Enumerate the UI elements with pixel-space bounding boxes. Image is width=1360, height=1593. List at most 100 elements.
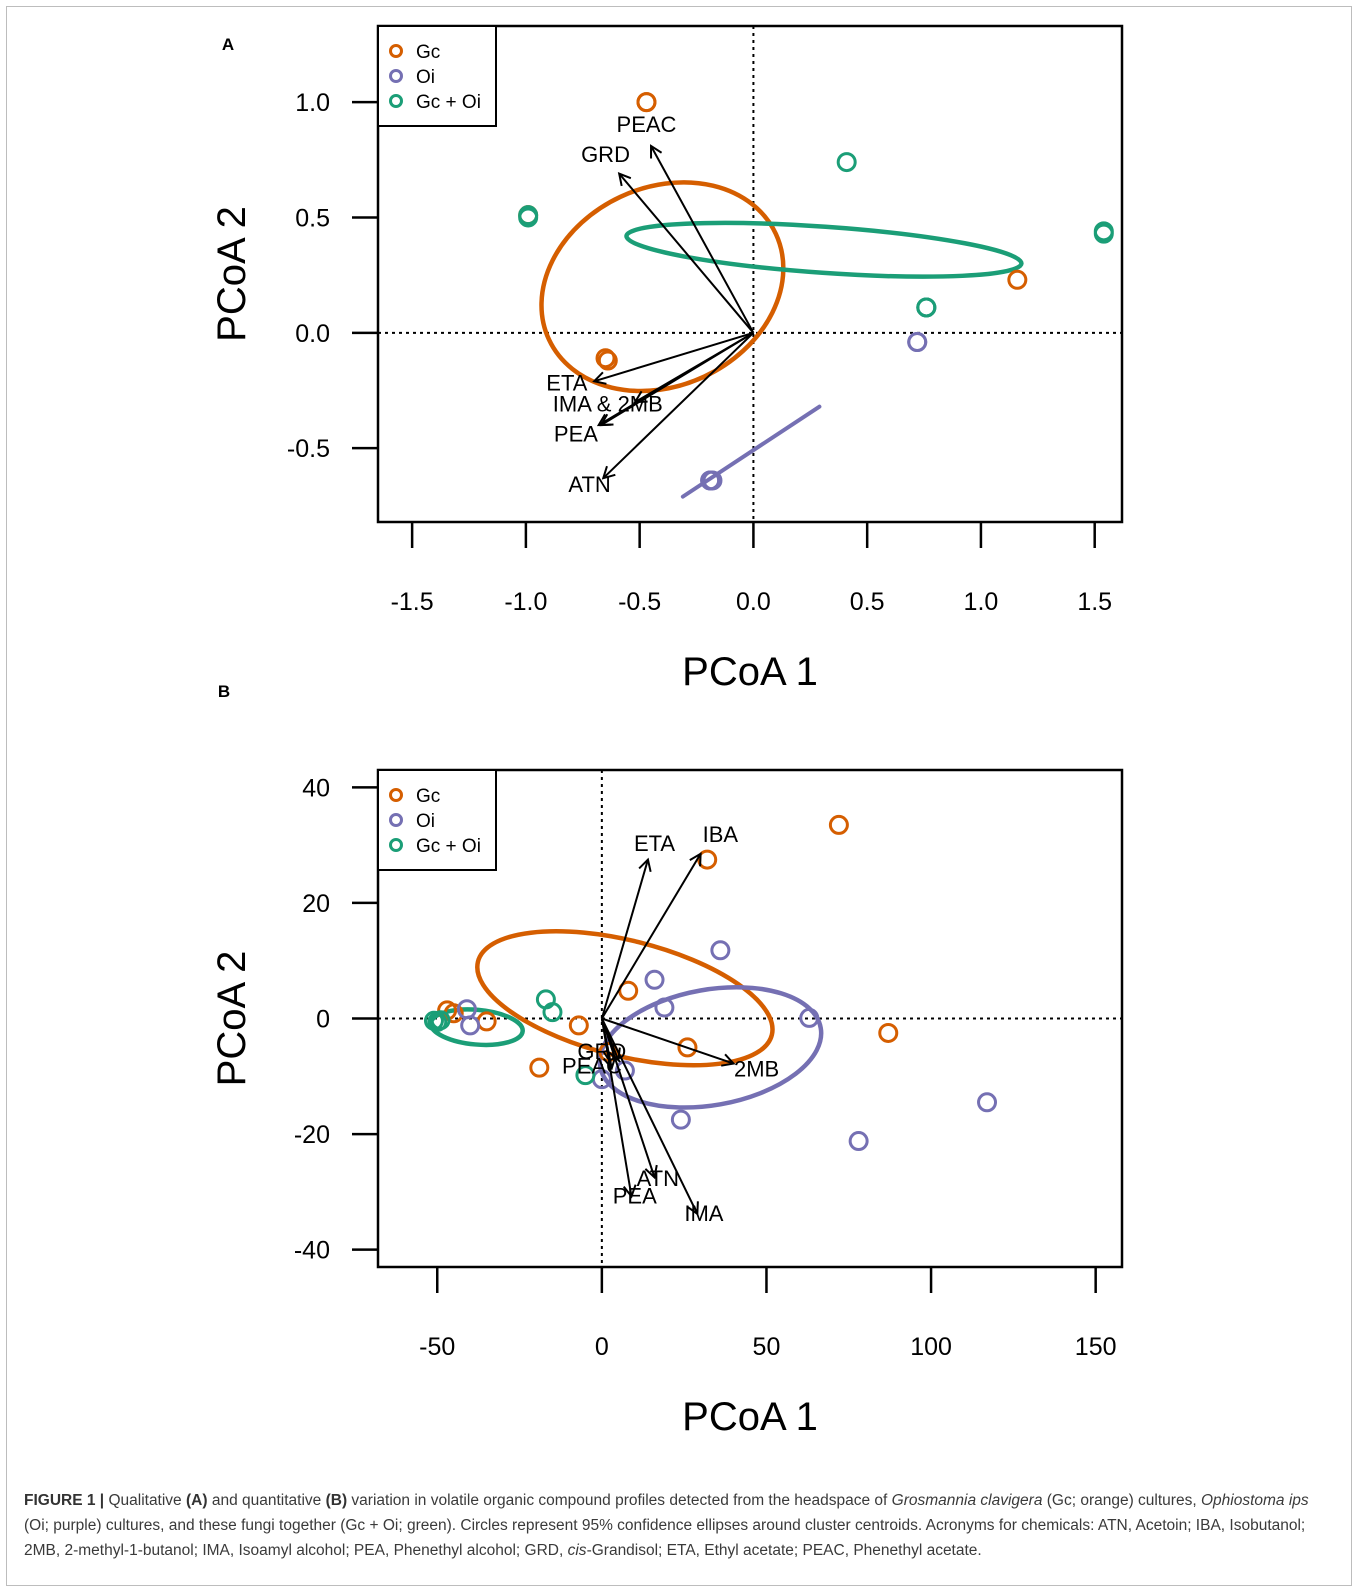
vector-label: IBA [703, 822, 739, 847]
caption-gc-species: Grosmannia clavigera [891, 1492, 1043, 1509]
x-tick-label: 100 [910, 1333, 952, 1361]
confidence-ellipse [597, 985, 824, 1110]
legend-marker [389, 838, 403, 852]
vector-label: PEAC [562, 1053, 622, 1078]
vector-label: GRD [581, 142, 630, 167]
vector-label: ATN [637, 1166, 679, 1191]
legend-label: Gc + Oi [416, 92, 481, 113]
legend-box [377, 25, 497, 127]
data-point [670, 1109, 691, 1130]
confidence-ellipse [428, 1007, 525, 1048]
data-point [476, 1011, 497, 1032]
x-tick-label: -0.5 [618, 588, 661, 616]
data-point [700, 470, 721, 491]
figure-caption: FIGURE 1 | Qualitative (A) and quantitat… [24, 1488, 1336, 1563]
y-axis-label: PCoA 2 [210, 206, 254, 342]
data-point [597, 350, 618, 371]
legend-marker [389, 44, 403, 58]
data-point [575, 1065, 596, 1086]
data-point [907, 332, 928, 353]
data-point [799, 1007, 820, 1028]
vector-label: PEAC [617, 112, 677, 137]
loading-vector [600, 1018, 632, 1197]
caption-figure-label: FIGURE 1 | [24, 1492, 105, 1509]
y-axis-label: PCoA 2 [210, 951, 254, 1087]
data-point [1093, 223, 1114, 244]
loading-vector [619, 174, 755, 334]
y-tick-label: 0.5 [295, 204, 330, 232]
y-tick-label: -0.5 [287, 435, 330, 463]
x-tick-label: 50 [753, 1333, 781, 1361]
caption-text-1: Qualitative [104, 1492, 186, 1509]
data-point [836, 152, 857, 173]
x-tick-label: -1.0 [504, 588, 547, 616]
legend-label: Gc + Oi [416, 836, 481, 857]
caption-panel-a-ref: (A) [186, 1492, 208, 1509]
confidence-ellipse [624, 220, 1024, 279]
legend-label: Gc [416, 42, 440, 63]
vector-label: 2MB [734, 1056, 779, 1081]
data-point [848, 1131, 869, 1152]
panel-letter: A [222, 35, 234, 54]
data-point [460, 1015, 481, 1036]
panel-letter: B [218, 682, 230, 701]
data-point [595, 348, 616, 369]
y-tick-label: -20 [294, 1121, 330, 1149]
x-tick-label: -50 [419, 1333, 455, 1361]
x-axis-label: PCoA 1 [682, 1395, 818, 1439]
legend-box [377, 769, 497, 871]
data-point [697, 849, 718, 870]
vector-label: IMA & 2MB [553, 391, 663, 416]
confidence-ellipse [680, 404, 822, 499]
caption-panel-b-ref: (B) [325, 1492, 348, 1509]
loading-vector [600, 860, 648, 1019]
caption-text-3: variation in volatile organic compound p… [347, 1492, 892, 1509]
x-tick-label: 150 [1075, 1333, 1117, 1361]
loading-vector [600, 1018, 655, 1178]
data-point [636, 92, 657, 113]
data-point [644, 969, 665, 990]
loading-vector [651, 146, 755, 334]
data-point [1007, 269, 1028, 290]
legend-marker [389, 94, 403, 108]
data-point [828, 814, 849, 835]
caption-text-6: -Grandisol; ETA, Ethyl acetate; PEAC, Ph… [586, 1542, 982, 1559]
data-point [614, 1060, 635, 1081]
data-point [710, 940, 731, 961]
figure-frame [6, 6, 1352, 1586]
data-point [568, 1015, 589, 1036]
data-point [677, 1037, 698, 1058]
data-point [618, 980, 639, 1001]
y-tick-label: -40 [294, 1237, 330, 1265]
loading-vector [600, 1018, 697, 1214]
y-tick-label: 20 [302, 890, 330, 918]
caption-text-4: (Gc; orange) cultures, [1042, 1492, 1201, 1509]
loading-vector [601, 1017, 734, 1064]
y-tick-label: 0.0 [295, 320, 330, 348]
caption-text-2: and quantitative [207, 1492, 326, 1509]
loading-vector [601, 854, 701, 1020]
vector-label: ETA [634, 831, 675, 856]
data-point [878, 1022, 899, 1043]
vector-label: ATN [568, 472, 610, 497]
caption-oi-species: Ophiostoma ips [1200, 1492, 1309, 1509]
legend-marker [389, 69, 403, 83]
vector-label: ETA [546, 371, 587, 396]
legend-label: Oi [416, 811, 435, 832]
confidence-ellipse [539, 180, 786, 394]
y-tick-label: 0 [316, 1006, 330, 1034]
data-point [423, 1010, 444, 1031]
legend-label: Oi [416, 67, 435, 88]
y-tick-label: 40 [302, 774, 330, 802]
x-tick-label: 1.5 [1077, 588, 1112, 616]
legend-label: Gc [416, 786, 440, 807]
x-tick-label: 0.0 [736, 588, 771, 616]
loading-vector [594, 331, 754, 381]
loading-vector [603, 332, 755, 478]
vector-label: IMA [684, 1201, 723, 1226]
caption-text-5: (Oi; purple) cultures, and these fungi t… [24, 1517, 1306, 1559]
data-point [916, 297, 937, 318]
